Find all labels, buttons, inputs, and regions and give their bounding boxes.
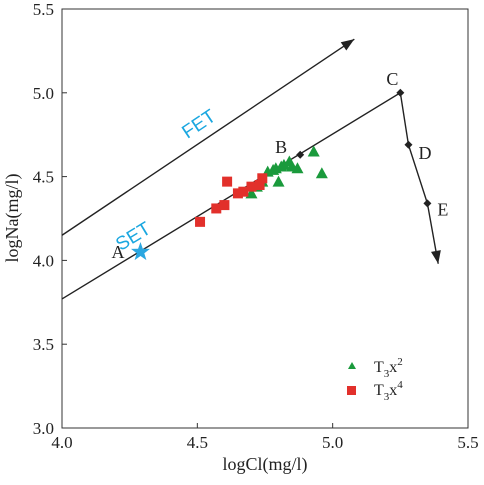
x-tick-label: 4.5 [187, 433, 208, 452]
y-tick-label: 5.5 [33, 0, 54, 19]
point-marker-a [131, 242, 150, 261]
x-tick-label: 4.0 [51, 433, 72, 452]
legend-marker-t3x2 [348, 362, 356, 369]
data-point-t3x2 [272, 175, 285, 187]
point-label-a: A [111, 242, 124, 262]
trend-line-fet [61, 38, 355, 236]
point-label-e: E [437, 199, 448, 219]
data-point-t3x4 [257, 173, 268, 184]
data-point-t3x2 [291, 162, 304, 174]
trend-arrowhead-set [431, 250, 441, 264]
point-marker-d [404, 140, 413, 149]
y-tick-label: 3.5 [33, 335, 54, 354]
data-point-t3x4 [219, 200, 230, 211]
data-point-t3x4 [232, 188, 243, 199]
data-point-t3x2 [315, 167, 328, 179]
point-marker-c [396, 88, 405, 97]
data-point-t3x2 [307, 145, 320, 157]
x-tick-label: 5.5 [457, 433, 478, 452]
data-point-t3x4 [222, 176, 233, 187]
legend: T3x2 T3x4 [347, 356, 403, 403]
y-axis-title: logNa(mg/l) [2, 174, 23, 263]
legend-label-t3x2: T3x2 [374, 356, 403, 380]
data-point-t3x4 [238, 186, 249, 197]
points-layer [195, 145, 328, 227]
data-point-t3x2 [245, 187, 258, 199]
legend-marker-t3x4 [347, 386, 356, 395]
plot-area-frame [61, 8, 469, 429]
data-point-t3x4 [211, 203, 222, 214]
trend-label-fet: FET [178, 106, 220, 144]
trend-arrowhead-fet [340, 39, 355, 51]
point-label-b: B [275, 137, 287, 157]
legend-label-t3x4: T3x4 [374, 379, 403, 403]
point-label-d: D [418, 143, 431, 163]
y-tick-label: 5.0 [33, 84, 54, 103]
data-point-t3x4 [195, 216, 206, 227]
x-tick-label: 5.0 [322, 433, 343, 452]
y-tick-label: 4.0 [33, 251, 54, 270]
data-point-t3x2 [277, 158, 290, 170]
y-tick-label: 4.5 [33, 168, 54, 187]
ticks-layer: 4.0 4.5 5.0 5.5 3.0 3.5 4.0 4.5 5.0 5.5 [33, 0, 479, 452]
data-point-t3x4 [246, 181, 257, 192]
point-marker-e [423, 199, 432, 208]
x-axis-title: logCl(mg/l) [223, 454, 308, 475]
point-labels-layer: A B C D E [111, 69, 448, 262]
y-tick-label: 3.0 [33, 419, 54, 438]
point-marker-b [296, 150, 305, 159]
data-point-t3x4 [254, 179, 265, 190]
point-label-c: C [386, 69, 398, 89]
